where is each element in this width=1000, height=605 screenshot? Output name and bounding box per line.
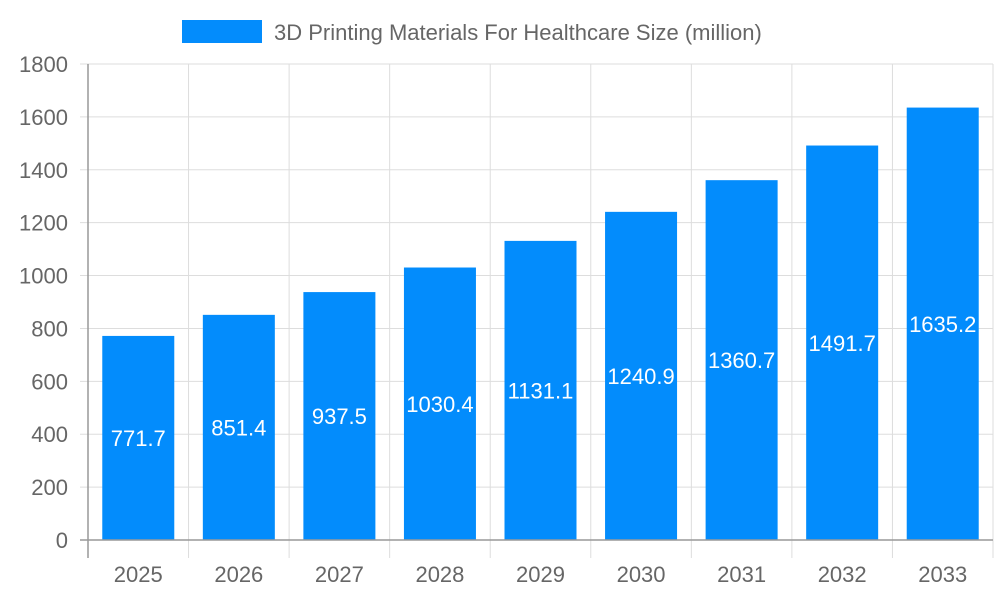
y-tick-label: 800 [31,316,68,341]
x-tick-label: 2026 [214,562,263,587]
bar [906,107,979,540]
y-tick-label: 200 [31,475,68,500]
data-label: 771.7 [111,426,166,451]
data-label: 1240.9 [607,364,674,389]
x-tick-label: 2029 [516,562,565,587]
data-label: 851.4 [211,415,266,440]
bar [504,240,577,540]
data-label: 1491.7 [809,331,876,356]
data-label: 1360.7 [708,348,775,373]
bar [202,314,275,540]
data-label: 1131.1 [508,378,574,403]
y-tick-label: 1200 [19,211,68,236]
data-label: 1635.2 [909,312,976,337]
y-tick-label: 0 [56,528,68,553]
x-tick-label: 2030 [617,562,666,587]
x-tick-label: 2028 [415,562,464,587]
bars: 771.7 851.4 937.5 1030.4 1131.1 1240.9 1360.7 1… [102,107,979,540]
bar [605,211,678,540]
y-tick-label: 1400 [19,158,68,183]
y-tick-label: 400 [31,422,68,447]
x-tick-label: 2025 [114,562,163,587]
data-label: 937.5 [312,404,367,429]
bar [303,292,376,540]
bar [806,145,879,540]
bar [705,180,778,540]
y-tick-label: 600 [31,369,68,394]
y-tick-label: 1600 [19,105,68,130]
x-tick-label: 2033 [918,562,967,587]
bar [403,267,476,540]
axes: 0 200 400 600 800 1000 1200 1400 1600 1800 2025 202… [19,52,993,587]
legend-label: 3D Printing Materials For Healthcare Siz… [274,20,762,45]
x-tick-label: 2027 [315,562,364,587]
legend-swatch [182,20,262,43]
y-tick-label: 1000 [19,264,68,289]
x-tick-label: 2031 [717,562,766,587]
y-tick-label: 1800 [19,52,68,77]
legend[interactable]: 3D Printing Materials For Healthcare Siz… [182,20,762,45]
bar [102,335,175,540]
data-label: 1030.4 [406,392,473,417]
x-tick-label: 2032 [818,562,867,587]
